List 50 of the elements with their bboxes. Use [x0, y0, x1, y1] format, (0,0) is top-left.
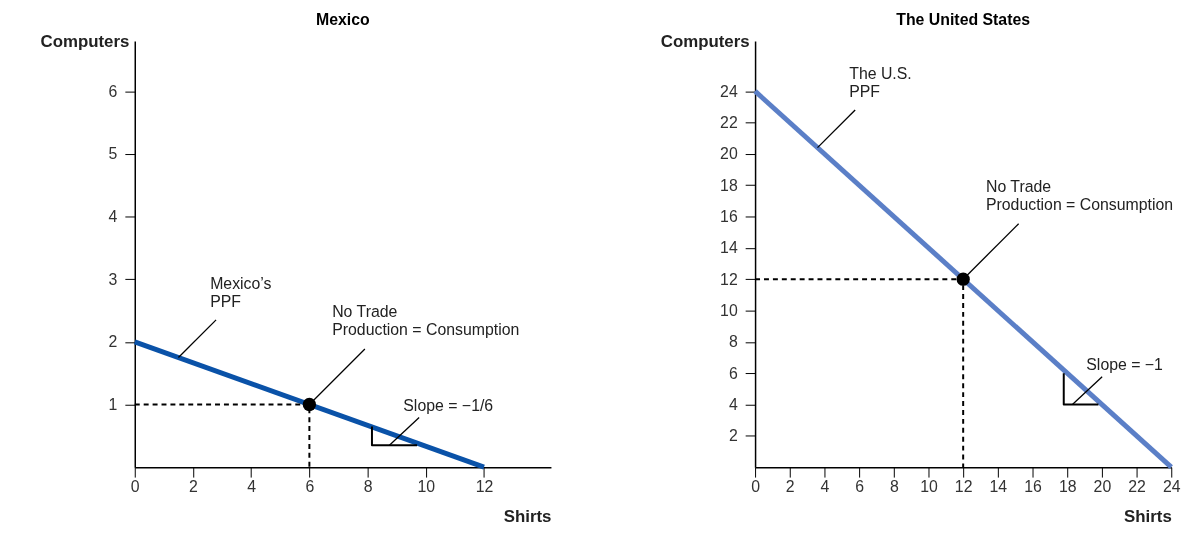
x-tick-label: 20	[1093, 478, 1112, 496]
x-tick-label: 22	[1128, 478, 1147, 496]
chart-title: The United States	[896, 11, 1031, 29]
x-tick-label: 18	[1058, 478, 1077, 496]
y-tick-label: 4	[108, 207, 118, 225]
annotation: Slope = −1/6	[403, 396, 494, 414]
x-tick-label: 4	[820, 478, 830, 496]
annotation: No Trade Production = Consumption	[985, 178, 1174, 213]
annotation: Mexico’s PPF	[210, 275, 272, 310]
y-tick-label: 14	[720, 239, 738, 257]
y-tick-label: 24	[720, 82, 738, 100]
y-tick-label: 16	[720, 207, 738, 225]
y-tick-label: 3	[108, 270, 118, 288]
y-tick-label: 2	[108, 333, 118, 351]
y-tick-label: 2	[728, 427, 738, 445]
y-tick-label: 6	[728, 364, 738, 382]
annotation: No Trade Production = Consumption	[332, 303, 520, 339]
y-tick-label: 22	[720, 113, 738, 131]
x-tick-label: 24	[1162, 478, 1181, 496]
chart-title: Mexico	[316, 11, 371, 29]
y-tick-label: 1	[108, 395, 118, 413]
y-axis-title: Computers	[40, 31, 130, 51]
x-tick-label: 14	[989, 478, 1008, 496]
y-tick-label: 12	[720, 270, 738, 288]
x-tick-label: 6	[305, 478, 315, 496]
x-axis-title: Shirts	[503, 507, 552, 527]
annotation: Slope = −1	[1086, 355, 1164, 373]
x-tick-label: 0	[130, 478, 140, 496]
y-tick-label: 20	[720, 145, 738, 163]
x-tick-label: 8	[363, 478, 373, 496]
x-tick-label: 16	[1024, 478, 1043, 496]
x-tick-label: 4	[247, 478, 257, 496]
x-axis-title: Shirts	[1124, 507, 1172, 527]
y-tick-label: 5	[108, 145, 118, 163]
x-tick-label: 10	[920, 478, 938, 496]
y-tick-label: 10	[720, 301, 738, 319]
x-tick-label: 12	[954, 478, 973, 496]
y-tick-label: 6	[108, 82, 118, 100]
y-tick-label: 8	[728, 333, 738, 351]
y-axis-title: Computers	[660, 31, 750, 51]
x-tick-label: 0	[751, 478, 761, 496]
y-tick-label: 4	[728, 395, 738, 413]
x-tick-label: 2	[785, 478, 795, 496]
x-tick-label: 2	[189, 478, 199, 496]
x-tick-label: 10	[417, 478, 436, 496]
x-tick-label: 6	[855, 478, 865, 496]
x-tick-label: 12	[475, 478, 494, 496]
annotation: The U.S. PPF	[849, 65, 912, 101]
y-tick-label: 18	[720, 176, 738, 194]
x-tick-label: 8	[889, 478, 899, 496]
